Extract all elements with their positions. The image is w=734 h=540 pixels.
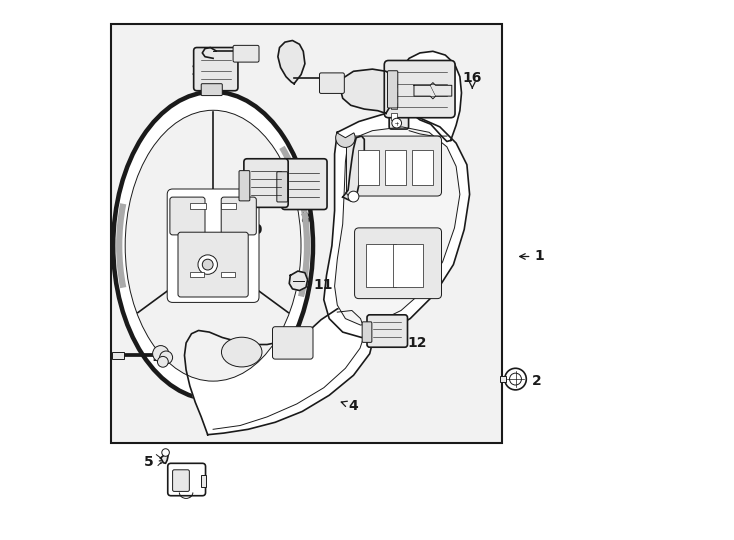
Polygon shape — [289, 271, 308, 291]
Ellipse shape — [126, 110, 301, 381]
Bar — [385, 150, 407, 185]
FancyBboxPatch shape — [170, 197, 205, 235]
Polygon shape — [343, 136, 364, 201]
FancyBboxPatch shape — [244, 159, 288, 207]
FancyBboxPatch shape — [168, 463, 206, 496]
Polygon shape — [161, 451, 168, 463]
Circle shape — [203, 259, 213, 270]
FancyBboxPatch shape — [239, 171, 250, 201]
FancyBboxPatch shape — [201, 84, 222, 96]
Bar — [393, 244, 423, 287]
Text: 10: 10 — [244, 215, 264, 237]
Polygon shape — [399, 51, 462, 141]
Circle shape — [153, 346, 169, 362]
Text: 1: 1 — [520, 249, 544, 264]
Circle shape — [348, 191, 359, 202]
FancyBboxPatch shape — [367, 315, 407, 347]
Bar — [112, 352, 124, 359]
FancyBboxPatch shape — [167, 189, 259, 302]
Polygon shape — [278, 40, 305, 84]
Text: 8: 8 — [300, 209, 310, 226]
Text: 5: 5 — [144, 455, 166, 469]
Ellipse shape — [113, 92, 313, 400]
Circle shape — [158, 356, 168, 367]
Bar — [190, 202, 206, 209]
FancyBboxPatch shape — [272, 327, 313, 359]
FancyBboxPatch shape — [389, 63, 409, 129]
Circle shape — [159, 351, 172, 364]
FancyBboxPatch shape — [233, 45, 259, 62]
Text: 16: 16 — [462, 71, 482, 88]
Circle shape — [509, 373, 521, 385]
Bar — [366, 244, 396, 287]
Polygon shape — [184, 305, 375, 435]
Text: 12: 12 — [401, 336, 427, 350]
Circle shape — [505, 368, 526, 390]
Text: 6: 6 — [186, 485, 196, 500]
FancyBboxPatch shape — [385, 60, 455, 118]
Bar — [391, 103, 396, 109]
Polygon shape — [324, 113, 470, 338]
Text: 13: 13 — [151, 350, 170, 365]
Text: 2: 2 — [520, 374, 542, 388]
Text: 11: 11 — [305, 278, 333, 292]
Bar — [111, 24, 502, 443]
FancyBboxPatch shape — [319, 73, 344, 93]
Circle shape — [161, 449, 170, 456]
Bar — [200, 475, 206, 487]
FancyBboxPatch shape — [277, 172, 288, 202]
Bar — [412, 150, 433, 185]
FancyBboxPatch shape — [388, 71, 398, 108]
Bar — [391, 92, 396, 98]
Polygon shape — [335, 127, 460, 325]
FancyBboxPatch shape — [362, 322, 372, 342]
FancyBboxPatch shape — [355, 228, 442, 299]
Text: 7: 7 — [433, 93, 449, 107]
Text: 9: 9 — [349, 208, 358, 228]
Circle shape — [392, 118, 401, 128]
Bar — [391, 113, 396, 120]
Wedge shape — [335, 133, 355, 147]
FancyBboxPatch shape — [282, 159, 327, 210]
FancyBboxPatch shape — [178, 232, 248, 297]
Bar — [221, 202, 236, 209]
Bar — [501, 376, 506, 382]
Ellipse shape — [222, 337, 262, 367]
Bar — [357, 150, 379, 185]
FancyBboxPatch shape — [221, 197, 256, 235]
Polygon shape — [340, 69, 396, 113]
Bar — [391, 81, 396, 87]
Bar — [221, 272, 235, 277]
Text: 3: 3 — [413, 266, 431, 280]
Text: 4: 4 — [341, 399, 358, 413]
Bar — [190, 272, 205, 277]
FancyBboxPatch shape — [346, 136, 442, 196]
Text: 14: 14 — [191, 64, 217, 78]
Text: 15: 15 — [356, 69, 384, 83]
Circle shape — [198, 255, 217, 274]
FancyBboxPatch shape — [194, 48, 238, 91]
FancyBboxPatch shape — [172, 470, 189, 491]
